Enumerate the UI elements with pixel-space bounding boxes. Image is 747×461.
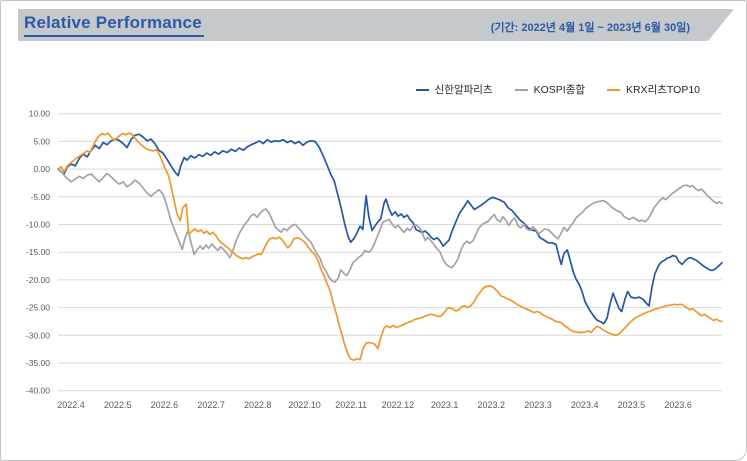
y-axis-tick-label: -5.00 — [31, 192, 51, 202]
x-axis-tick-label: 2023.3 — [524, 400, 552, 410]
y-axis-tick-label: -20.00 — [26, 275, 50, 285]
x-axis-tick-label: 2022.6 — [151, 400, 179, 410]
page-title: Relative Performance — [24, 13, 204, 37]
x-axis-tick-label: 2023.6 — [664, 400, 692, 410]
legend-label: KRX리츠TOP10 — [626, 84, 700, 96]
x-axis-tick-label: 2023.4 — [571, 400, 599, 410]
x-axis-tick-label: 2023.1 — [431, 400, 459, 410]
period-label: (기간: 2022년 4월 1일 ~ 2023년 6월 30일) — [490, 22, 690, 34]
x-axis-tick-label: 2023.5 — [618, 400, 646, 410]
x-axis-tick-label: 2022.7 — [197, 400, 225, 410]
series-line — [57, 133, 723, 325]
legend-item-krx-reits-top10: KRX리츠TOP10 — [607, 82, 700, 97]
x-axis-tick-label: 2022.11 — [335, 400, 367, 410]
chart-legend: 신한알파리츠 KOSPI종합 KRX리츠TOP10 — [415, 82, 700, 97]
x-axis-tick-label: 2022.12 — [382, 400, 415, 410]
series-line — [57, 168, 723, 283]
legend-item-kospi-composite: KOSPI종합 — [514, 82, 586, 97]
y-axis-tick-label: -15.00 — [26, 247, 50, 257]
y-axis-tick-label: -10.00 — [26, 220, 50, 230]
gray-line-swatch-icon — [514, 88, 528, 91]
y-axis-tick-label: -30.00 — [26, 330, 50, 340]
header-band: Relative Performance (기간: 2022년 4월 1일 ~ … — [18, 9, 734, 41]
y-axis-tick-label: 0.00 — [33, 164, 50, 174]
legend-item-shinhan-alpha-reit: 신한알파리츠 — [415, 82, 493, 97]
orange-line-swatch-icon — [607, 88, 621, 91]
y-axis-tick-label: -25.00 — [26, 303, 50, 313]
x-axis-tick-label: 2022.10 — [288, 400, 321, 410]
x-axis-tick-label: 2022.8 — [244, 400, 272, 410]
x-axis-tick-label: 2022.5 — [104, 400, 132, 410]
y-axis-tick-label: 10.00 — [29, 109, 51, 119]
x-axis-tick-label: 2022.4 — [57, 400, 85, 410]
legend-label: 신한알파리츠 — [434, 84, 493, 96]
blue-line-swatch-icon — [415, 88, 429, 91]
legend-label: KOSPI종합 — [533, 84, 586, 96]
y-axis-tick-label: 5.00 — [33, 136, 50, 146]
series-line — [57, 132, 723, 362]
y-axis-tick-label: -40.00 — [26, 386, 50, 396]
y-axis-tick-label: -35.00 — [26, 358, 50, 368]
x-axis-tick-label: 2023.2 — [478, 400, 506, 410]
